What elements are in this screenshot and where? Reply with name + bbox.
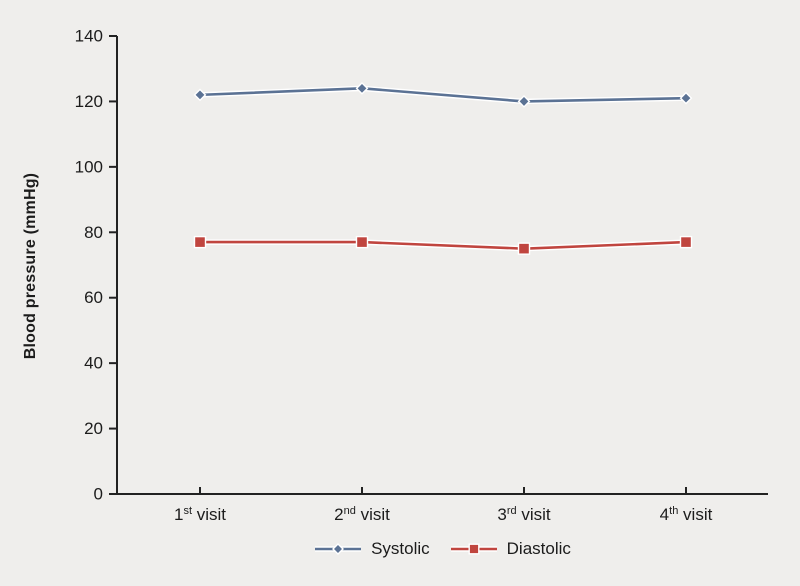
- square-marker: [679, 235, 693, 249]
- legend-swatch-diamond: [315, 543, 362, 555]
- square-marker: [355, 235, 369, 249]
- diamond-marker: [517, 95, 531, 108]
- square-marker: [517, 242, 531, 255]
- series-diastolic: [193, 235, 693, 255]
- systolic-line: [199, 87, 687, 103]
- diamond-marker: [679, 91, 693, 105]
- axes-frame: [116, 36, 768, 495]
- x-tick-label: 4th visit: [660, 505, 713, 524]
- y-tick-label: 80: [84, 223, 103, 242]
- series-systolic: [193, 81, 693, 108]
- y-tick-label: 40: [84, 354, 103, 373]
- diastolic-line: [200, 240, 687, 250]
- diamond-marker: [193, 88, 207, 102]
- y-tick-label: 100: [75, 157, 103, 176]
- square-marker: [468, 543, 480, 555]
- legend-swatch-square: [450, 543, 497, 555]
- y-tick-label: 60: [84, 288, 103, 307]
- y-tick-label: 120: [75, 92, 103, 111]
- chart-legend: Systolic Diastolic: [117, 537, 768, 561]
- y-tick-label: 20: [84, 419, 103, 438]
- x-tick-label: 2nd visit: [334, 505, 390, 524]
- legend-label: Diastolic: [506, 539, 571, 558]
- x-tick-label: 1st visit: [174, 505, 226, 524]
- diamond-marker: [355, 81, 369, 95]
- legend-item-systolic: Systolic: [314, 539, 430, 559]
- legend-label: Systolic: [371, 539, 430, 558]
- legend-item-diastolic: Diastolic: [450, 539, 571, 559]
- diamond-marker: [332, 543, 345, 555]
- square-marker: [193, 235, 207, 249]
- x-tick-label: 3rd visit: [497, 505, 551, 524]
- y-tick-label: 140: [75, 27, 103, 46]
- y-tick-label: 0: [94, 485, 103, 504]
